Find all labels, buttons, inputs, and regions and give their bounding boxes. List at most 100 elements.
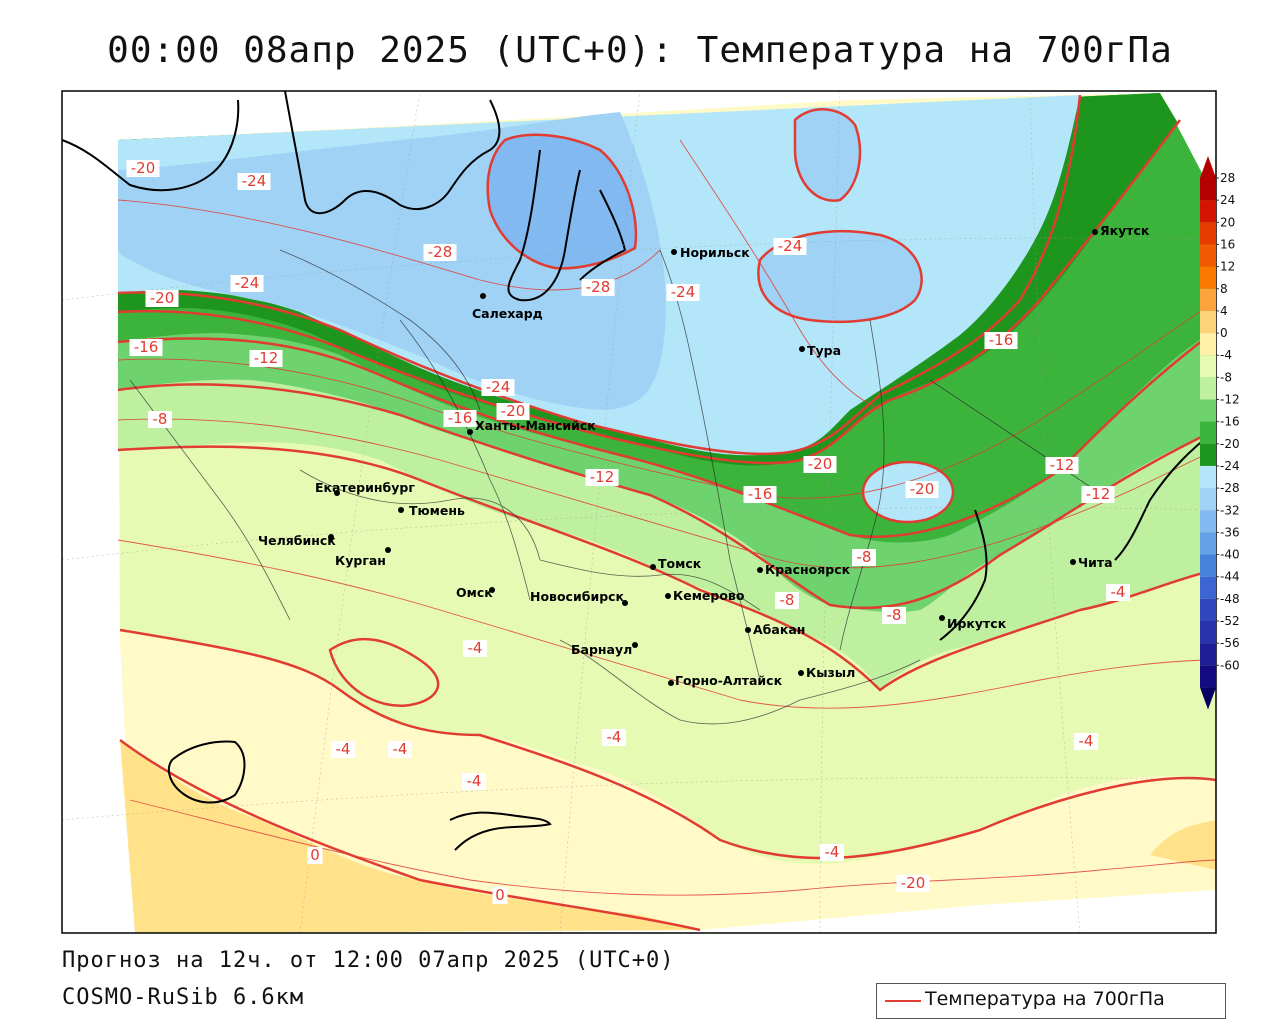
admin-boundaries: [129, 249, 1111, 725]
isotherm-label-bg: [1074, 733, 1098, 750]
city-label: Новосибирск: [530, 589, 625, 604]
colorbar-segment: [1200, 310, 1216, 334]
isotherm-label-bg: [237, 173, 271, 190]
isotherm-label-bg: [585, 469, 619, 486]
city-marker: [668, 680, 674, 686]
isotherm-label-bg: [773, 238, 807, 255]
isotherm-label: -16: [134, 338, 159, 356]
isotherm-label-bg: [852, 549, 876, 566]
coastlines: [62, 91, 1216, 851]
city-label: Томск: [658, 556, 702, 571]
zone-0-to-4-east: [1150, 820, 1216, 870]
isotherm-label-bg: [984, 332, 1018, 349]
colorbar-segment: [1200, 266, 1216, 289]
map-title: 00:00 08апр 2025 (UTC+0): Температура на…: [107, 30, 1173, 71]
isotherm-label: -4: [1079, 732, 1094, 750]
outside-domain-right: [1160, 93, 1216, 200]
isotherm-label-bg: [388, 741, 412, 758]
isotherm-label-bg: [307, 847, 323, 864]
city-marker: [671, 249, 677, 255]
isotherm-label: -12: [254, 349, 279, 367]
isotherm-label-bg: [443, 410, 477, 427]
city-label: Кызыл: [806, 665, 855, 680]
colorbar-tick-label: -12: [1220, 393, 1240, 407]
isotherm-label: -12: [590, 468, 615, 486]
city-marker: [757, 567, 763, 573]
isotherm-label: -20: [808, 455, 833, 473]
city-marker: [650, 564, 656, 570]
isotherm-label: -20: [910, 480, 935, 498]
city-marker: [665, 593, 671, 599]
city-label: Тура: [807, 343, 841, 358]
city-marker: [489, 587, 495, 593]
isotherm-label: -4: [467, 772, 482, 790]
city-label: Тюмень: [409, 503, 465, 518]
city-label: Иркутск: [947, 616, 1007, 631]
isotherms-thin: [117, 139, 1216, 896]
colorbar-segment: [1200, 643, 1216, 666]
isotherm-label: -20: [501, 402, 526, 420]
isotherm-labels: -20 -24 -28 -24 -28 -24 -24 -20 -16 -12 -8 -24 -20 -1…: [126, 159, 1130, 904]
isotherm-label: -4: [607, 728, 622, 746]
city-marker: [398, 507, 404, 513]
isotherm-label-bg: [148, 411, 172, 428]
isotherm-label: -12: [1050, 456, 1075, 474]
colorbar-segment: [1200, 576, 1216, 599]
colorbar-segment: [1200, 399, 1216, 422]
city-label: Норильск: [680, 245, 750, 260]
isotherm-label-bg: [820, 844, 844, 861]
colorbar-segment: [1200, 377, 1216, 400]
city-label: Екатеринбург: [315, 480, 415, 495]
city-marker: [632, 642, 638, 648]
isotherm-label-bg: [496, 403, 530, 420]
isotherm-label-bg: [126, 160, 160, 177]
colorbar-tick-label: 28: [1220, 171, 1235, 185]
map-area: -20 -24 -28 -24 -28 -24 -24 -20 -16 -12 -8 -24 -20 -1…: [62, 91, 1216, 933]
colorbar-tick-label: -56: [1220, 636, 1240, 650]
zone-0-to-4: [120, 740, 700, 933]
city-marker: [334, 490, 340, 496]
colorbar-tick-label: -44: [1220, 570, 1240, 584]
outside-domain-left: [62, 91, 120, 720]
isotherm-label: -16: [989, 331, 1014, 349]
isotherm-label: -20: [901, 874, 926, 892]
city-marker: [798, 670, 804, 676]
forecast-caption: Прогноз на 12ч. от 12:00 07апр 2025 (UTC…: [62, 948, 675, 973]
city-label: Красноярск: [765, 562, 851, 577]
city-marker: [467, 429, 473, 435]
isotherm-label: -4: [336, 740, 351, 758]
isotherm-label: -4: [1111, 583, 1126, 601]
city-label: Якутск: [1100, 223, 1150, 238]
isotherm-label: -4: [825, 843, 840, 861]
colorbar-segment: [1200, 554, 1216, 577]
isotherm-label: -24: [486, 378, 511, 396]
isotherm-label-bg: [462, 773, 486, 790]
isotherm-label: -24: [778, 237, 803, 255]
isotherm-label-bg: [882, 607, 906, 624]
city-marker: [939, 615, 945, 621]
isotherms-bold: [117, 94, 1216, 932]
colorbar-segment: [1200, 200, 1216, 223]
model-caption: COSMO-RuSib 6.6км: [62, 985, 305, 1010]
colorbar-tick-label: -40: [1220, 548, 1240, 562]
zone-minus28-north: [795, 109, 860, 201]
city-label: Салехард: [472, 306, 543, 321]
isotherm-label: -24: [242, 172, 267, 190]
colorbar-segment: [1200, 244, 1216, 267]
colorbar-tick-label: -32: [1220, 503, 1240, 517]
isotherm-label: -8: [857, 548, 872, 566]
isotherm-label: -4: [468, 639, 483, 657]
isotherm-label: -12: [1086, 485, 1111, 503]
isotherm-label-bg: [896, 875, 930, 892]
colorbar-bottom-arrow: [1200, 687, 1216, 710]
colorbar-tick-label: 24: [1220, 193, 1235, 207]
city-marker: [480, 293, 486, 299]
city-label: Барнаул: [571, 642, 632, 657]
colorbar-segment: [1200, 465, 1216, 489]
colorbar-tick-label: -36: [1220, 525, 1240, 539]
isotherm-label-bg: [775, 592, 799, 609]
colorbar-segment: [1200, 443, 1216, 466]
city-label: Омск: [456, 585, 493, 600]
outside-domain-bottom-right: [700, 890, 1216, 933]
